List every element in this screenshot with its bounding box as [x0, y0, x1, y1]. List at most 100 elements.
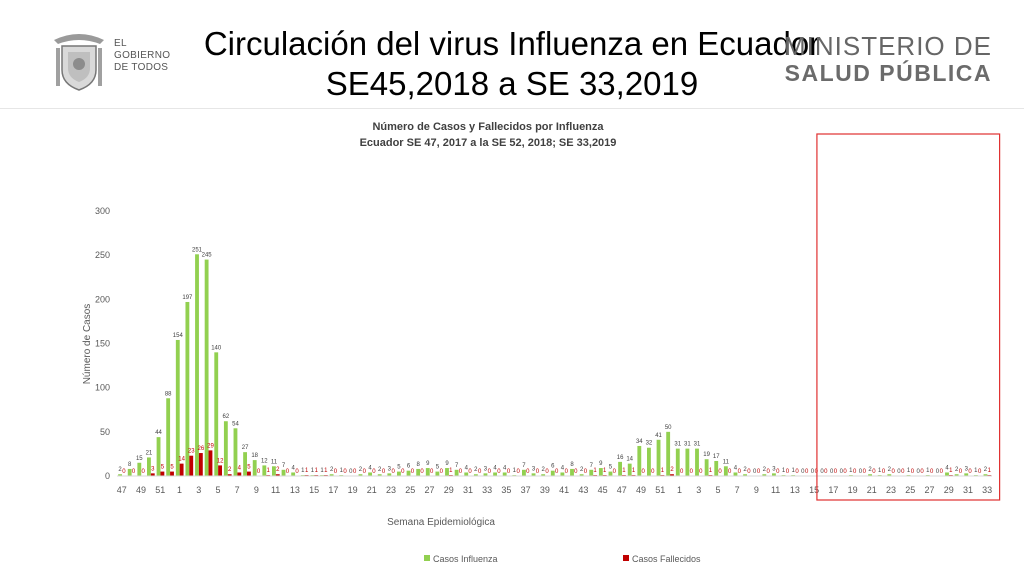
influenza-bar [291, 472, 296, 476]
influenza-bar [945, 472, 949, 476]
fallecidos-value-label: 0 [565, 469, 569, 475]
fallecidos-value-label: 1 [988, 468, 992, 474]
y-tick-label: 150 [95, 339, 110, 349]
influenza-value-label: 41 [655, 433, 662, 439]
y-tick-label: 200 [95, 294, 110, 304]
fallecidos-value-label: 0 [391, 469, 395, 475]
fallecidos-value-label: 0 [343, 469, 347, 475]
y-tick-label: 50 [100, 427, 110, 437]
y-tick-label: 300 [95, 206, 110, 216]
fallecidos-value-label: 0 [651, 469, 655, 475]
fallecidos-value-label: 0 [920, 469, 924, 475]
influenza-chart: Número de Casos y Fallecidos por Influen… [82, 121, 1001, 564]
fallecidos-value-label: 0 [497, 469, 501, 475]
logo-line: EL [114, 38, 127, 49]
influenza-bar [195, 254, 199, 476]
influenza-bar [281, 469, 286, 476]
chart-title: Número de Casos y Fallecidos por Influen… [372, 121, 604, 133]
title-line-2: SE45,2018 a SE 33,2019 [325, 65, 699, 102]
influenza-value-label: 9 [426, 461, 430, 467]
fallecidos-value-label: 1 [315, 468, 319, 474]
x-tick-label: 45 [598, 485, 608, 495]
logo-line: DE TODOS [114, 62, 169, 73]
influenza-bar [118, 474, 123, 476]
influenza-bar [675, 448, 680, 476]
fallecidos-value-label: 5 [161, 465, 165, 471]
fallecidos-value-label: 0 [401, 469, 405, 475]
x-tick-label: 15 [309, 485, 319, 495]
influenza-value-label: 31 [684, 442, 691, 448]
influenza-value-label: 8 [128, 462, 132, 468]
influenza-bar [656, 439, 661, 476]
x-tick-label: 1 [677, 485, 682, 495]
fallecidos-value-label: 0 [786, 469, 790, 475]
influenza-bar [531, 473, 536, 476]
fallecidos-value-label: 29 [207, 443, 214, 449]
fallecidos-value-label: 0 [882, 469, 886, 475]
x-tick-label: 29 [944, 485, 954, 495]
influenza-bar [522, 469, 526, 476]
influenza-bar [156, 437, 161, 476]
influenza-value-label: 1 [974, 468, 978, 474]
fallecidos-bar [237, 472, 242, 476]
influenza-value-label: 140 [211, 345, 222, 351]
ministry-logo: MINISTERIO DE SALUD PÚBLICA [784, 32, 992, 86]
x-tick-label: 17 [828, 485, 838, 495]
fallecidos-value-label: 1 [661, 468, 665, 474]
fallecidos-value-label: 0 [699, 469, 703, 475]
influenza-value-label: 245 [202, 253, 213, 259]
x-tick-label: 7 [735, 485, 740, 495]
influenza-value-label: 5 [436, 465, 440, 471]
influenza-value-label: 154 [173, 333, 184, 339]
influenza-value-label: 1 [926, 468, 930, 474]
influenza-value-label: 16 [617, 455, 624, 461]
fallecidos-bar [189, 455, 194, 476]
influenza-value-label: 2 [378, 467, 382, 473]
x-tick-label: 33 [982, 485, 992, 495]
influenza-value-label: 2 [580, 467, 584, 473]
influenza-value-label: 7 [590, 463, 594, 469]
influenza-value-label: 1 [340, 468, 344, 474]
fallecidos-value-label: 0 [968, 469, 972, 475]
fallecidos-value-label: 0 [824, 469, 828, 475]
influenza-bar [493, 472, 498, 476]
influenza-bar [647, 447, 651, 476]
influenza-value-label: 2 [955, 467, 959, 473]
logo-text: EL GOBIERNO DE TODOS [114, 38, 170, 74]
influenza-value-label: 197 [182, 295, 193, 301]
fallecidos-value-label: 1 [949, 468, 953, 474]
influenza-value-label: 3 [484, 466, 488, 472]
fallecidos-value-label: 0 [295, 469, 299, 475]
influenza-value-label: 4 [291, 465, 295, 471]
fallecidos-value-label: 0 [353, 469, 357, 475]
influenza-bar [377, 474, 382, 476]
influenza-value-label: 0 [811, 469, 815, 475]
influenza-bar [147, 457, 151, 476]
influenza-value-label: 4 [493, 465, 497, 471]
fallecidos-value-label: 1 [324, 468, 328, 474]
x-tick-label: 41 [559, 485, 569, 495]
influenza-bar [695, 448, 699, 476]
x-tick-label: 51 [155, 485, 165, 495]
fallecidos-value-label: 4 [238, 465, 242, 471]
influenza-bar [579, 474, 584, 476]
bars-group [118, 254, 992, 476]
fallecidos-value-label: 0 [411, 469, 415, 475]
fallecidos-value-label: 0 [141, 469, 145, 475]
influenza-bar [464, 472, 469, 476]
influenza-bar [454, 469, 459, 476]
influenza-value-label: 0 [753, 469, 757, 475]
influenza-value-label: 1 [782, 468, 786, 474]
influenza-value-label: 11 [723, 459, 730, 465]
influenza-value-label: 0 [936, 469, 940, 475]
influenza-bar [214, 352, 219, 476]
influenza-value-label: 4 [465, 465, 469, 471]
fallecidos-value-label: 0 [545, 469, 549, 475]
influenza-bar [387, 473, 392, 476]
influenza-value-label: 3 [532, 466, 536, 472]
x-tick-label: 5 [215, 485, 220, 495]
influenza-bar [483, 473, 488, 476]
influenza-value-label: 7 [522, 463, 526, 469]
fallecidos-bar [170, 471, 174, 476]
legend-swatch-influenza [424, 555, 430, 561]
